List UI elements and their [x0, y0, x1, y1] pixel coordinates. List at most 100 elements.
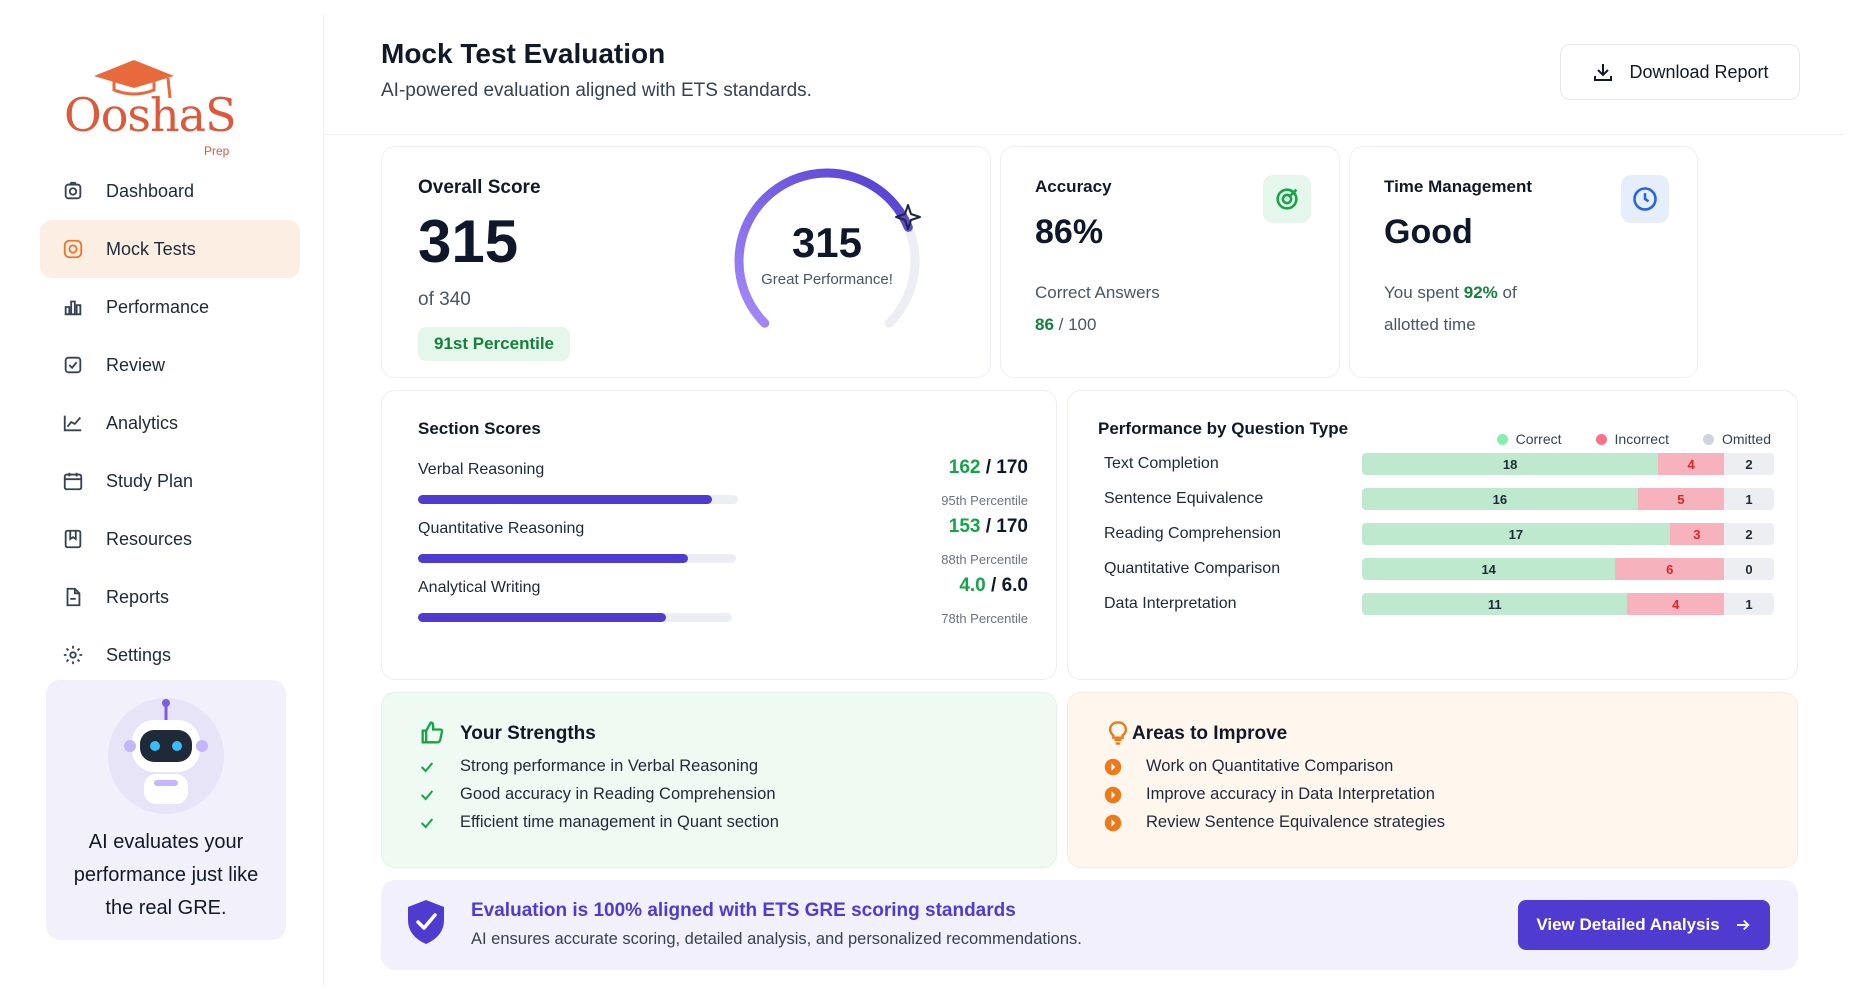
legend-dot [1595, 433, 1607, 445]
bar-segment-incorrect: 4 [1627, 593, 1724, 615]
question-type-title: Performance by Question Type [1098, 419, 1349, 438]
stacked-bar: 16 5 1 [1362, 488, 1774, 510]
improve-item: Improve accuracy in Data Interpretation [1104, 785, 1435, 804]
question-type-row: Sentence Equivalence 16 5 1 [1104, 488, 1774, 510]
bar-segment-incorrect: 4 [1658, 453, 1724, 475]
bar-segment-incorrect: 3 [1669, 523, 1724, 545]
section-score-max: / 170 [985, 457, 1028, 478]
sidebar-item-label: Mock Tests [106, 238, 196, 259]
download-icon [1594, 64, 1613, 81]
main-content: Mock Test Evaluation AI-powered evaluati… [324, 14, 1844, 986]
section-score-max: / 170 [985, 516, 1028, 537]
banner-subtitle: AI ensures accurate scoring, detailed an… [471, 930, 1082, 948]
sidebar-item-analytics[interactable]: Analytics [40, 394, 300, 452]
time-title: Time Management [1384, 177, 1533, 196]
improve-text: Work on Quantitative Comparison [1146, 757, 1394, 775]
strength-item: Efficient time management in Quant secti… [418, 813, 779, 832]
bar-segment-omitted: 1 [1723, 593, 1774, 615]
section-score: 153 / 170 [949, 516, 1028, 538]
improve-item: Review Sentence Equivalence strategies [1104, 813, 1445, 832]
accuracy-value: 86% [1035, 213, 1104, 251]
section-score-value: 4.0 [959, 575, 986, 596]
stacked-bar: 18 4 2 [1362, 453, 1774, 475]
sidebar-item-review[interactable]: Review [40, 336, 300, 394]
sidebar-item-label: Resources [106, 528, 193, 549]
section-percentile: 95th Percentile [941, 493, 1028, 508]
accuracy-title: Accuracy [1035, 177, 1112, 196]
gauge-fill [734, 168, 913, 328]
overall-score-value: 315 [418, 208, 519, 275]
sidebar-item-mock-tests[interactable]: Mock Tests [40, 220, 300, 278]
accuracy-count: 86 / 100 [1035, 309, 1295, 341]
section-score-max: / 6.0 [991, 575, 1028, 596]
sidebar-item-label: Study Plan [106, 470, 194, 491]
section-score: 4.0 / 6.0 [959, 575, 1028, 597]
sidebar-item-label: Dashboard [106, 180, 195, 201]
improve-item: Work on Quantitative Comparison [1104, 757, 1393, 776]
section-progress-fill [418, 613, 667, 622]
question-type-row: Quantitative Comparison 14 6 0 [1104, 558, 1774, 580]
section-progress-track [418, 613, 732, 622]
sidebar-item-performance[interactable]: Performance [40, 278, 300, 336]
stacked-bar: 17 3 2 [1362, 523, 1774, 545]
time-line-2: allotted time [1384, 315, 1476, 334]
section-progress-fill [418, 495, 713, 504]
lightbulb-icon [1108, 721, 1128, 745]
time-value: Good [1384, 213, 1473, 251]
download-report-button[interactable]: Download Report [1560, 44, 1800, 100]
arrow-circle-icon [1104, 758, 1122, 776]
view-detailed-analysis-button[interactable]: View Detailed Analysis [1518, 900, 1770, 950]
brand-logo[interactable]: OoshaS Prep [64, 54, 244, 158]
gauge-label: Great Performance! [761, 271, 893, 288]
overall-score-card: Overall Score 315 of 340 91st Percentile [381, 146, 991, 378]
improve-text: Improve accuracy in Data Interpretation [1146, 785, 1435, 803]
bar-segment-correct: 16 [1362, 488, 1638, 510]
strength-text: Efficient time management in Quant secti… [460, 813, 779, 831]
arrow-circle-icon [1104, 814, 1122, 832]
section-score: 162 / 170 [949, 457, 1028, 479]
sidebar-item-settings[interactable]: Settings [40, 626, 300, 684]
section-percentile: 88th Percentile [941, 552, 1028, 567]
section-scores-card: Section Scores Verbal Reasoning 162 / 17… [381, 390, 1057, 680]
section-progress-track [418, 495, 738, 504]
sidebar-item-dashboard[interactable]: Dashboard [40, 162, 300, 220]
brand-sub: Prep [204, 144, 230, 158]
bar-segment-incorrect: 6 [1615, 558, 1724, 580]
strengths-title: Your Strengths [460, 723, 596, 744]
gauge-value: 315 [791, 219, 863, 266]
total-count: / 100 [1058, 315, 1097, 334]
section-name: Analytical Writing [418, 579, 541, 596]
question-type-name: Quantitative Comparison [1104, 560, 1281, 577]
legend-label: Omitted [1721, 431, 1771, 447]
improve-card: Areas to Improve Work on Quantitative Co… [1067, 692, 1798, 868]
legend-incorrect: Incorrect [1595, 431, 1669, 447]
time-percent: 92% [1463, 283, 1498, 302]
graduation-cap-icon [94, 60, 174, 99]
legend-dot [1496, 433, 1508, 445]
time-management-card: Time Management Good You spent 92% of al… [1349, 146, 1698, 378]
section-name: Verbal Reasoning [418, 461, 545, 478]
question-type-row: Data Interpretation 11 4 1 [1104, 593, 1774, 615]
camera-icon [62, 180, 84, 202]
ai-info-card: AI evaluates your performance just like … [46, 680, 286, 940]
score-gauge: 315 Great Performance! [712, 153, 942, 373]
shield-check-icon [408, 900, 444, 944]
download-report-label: Download Report [1629, 61, 1769, 82]
time-detail: You spent 92% of allotted time [1384, 277, 1644, 341]
checkbox-icon [62, 354, 84, 376]
sidebar-item-reports[interactable]: Reports [40, 568, 300, 626]
sidebar-item-study-plan[interactable]: Study Plan [40, 452, 300, 510]
sparkle-icon [895, 204, 921, 230]
legend-dot [1702, 433, 1714, 445]
clock-icon [1621, 175, 1669, 223]
question-type-row: Reading Comprehension 17 3 2 [1104, 523, 1774, 545]
legend-omitted: Omitted [1702, 431, 1771, 447]
section-scores-title: Section Scores [418, 419, 541, 438]
accuracy-label: Correct Answers [1035, 283, 1160, 302]
accuracy-detail: Correct Answers 86 / 100 [1035, 277, 1295, 341]
bar-segment-omitted: 2 [1723, 523, 1774, 545]
percentile-badge: 91st Percentile [418, 327, 571, 361]
thumbs-up-icon [421, 721, 444, 744]
sidebar-item-resources[interactable]: Resources [40, 510, 300, 568]
overall-score-max: of 340 [418, 289, 471, 310]
